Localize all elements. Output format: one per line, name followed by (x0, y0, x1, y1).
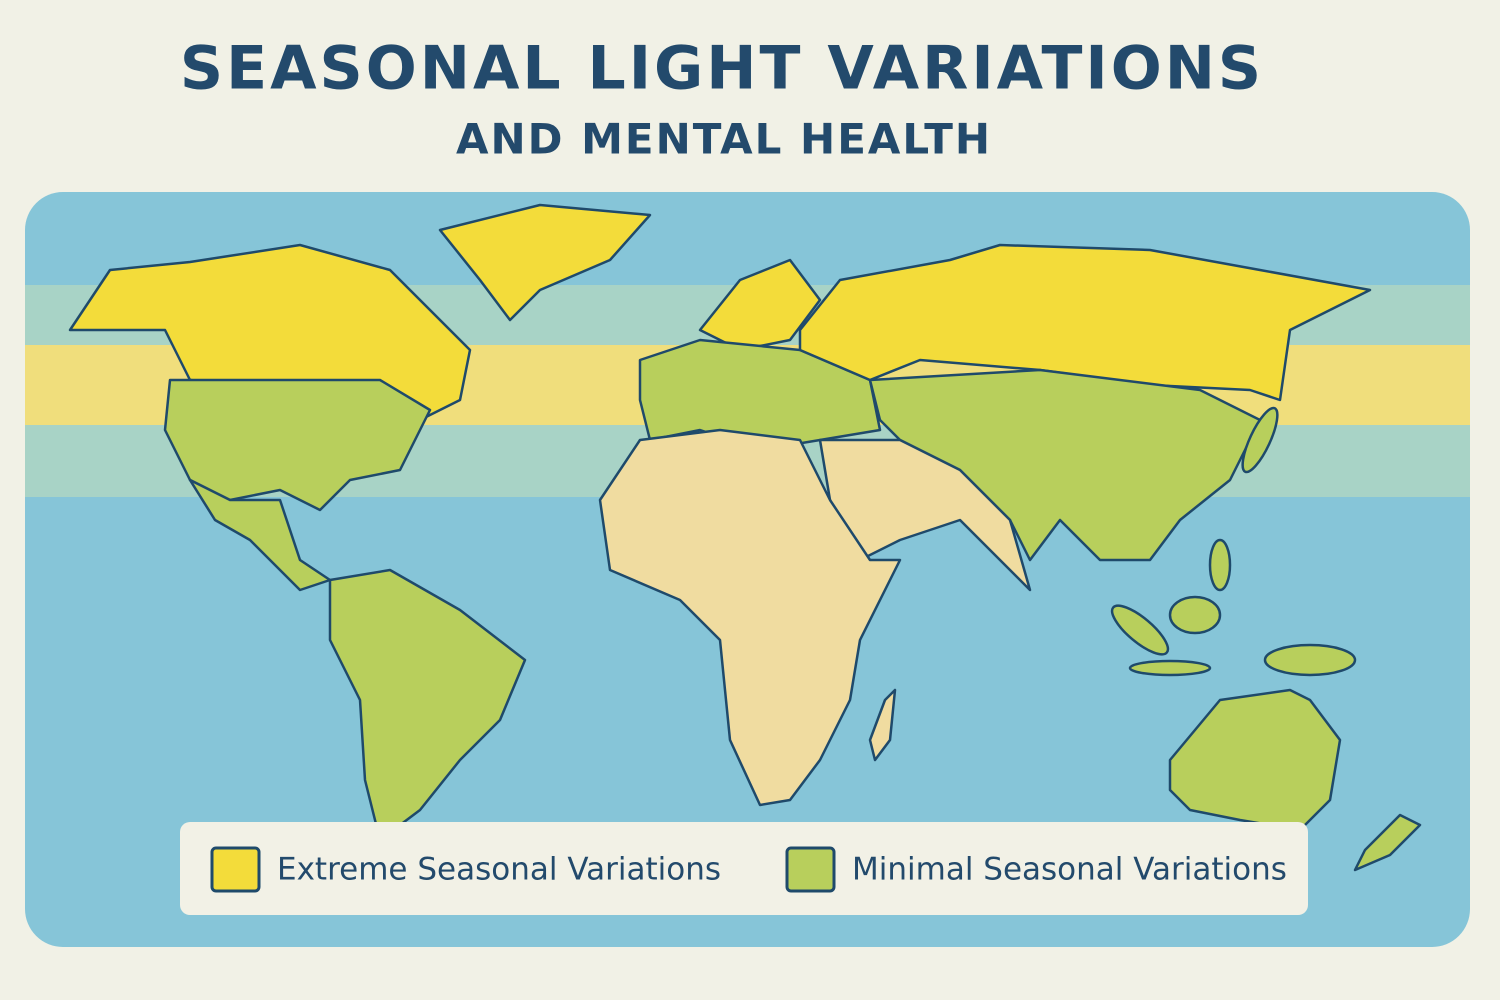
philippines (1208, 538, 1232, 592)
java (1128, 659, 1212, 677)
title: SEASONAL LIGHT VARIATIONS (180, 34, 1264, 104)
legend-swatch (210, 846, 261, 893)
sumatra (1110, 604, 1170, 656)
subtitle: AND MENTAL HEALTH (456, 115, 992, 164)
greenland (438, 203, 652, 322)
legend-items: Extreme Seasonal Variations Minimal Seaso… (210, 846, 1287, 893)
new-zealand (1353, 813, 1422, 872)
russia (798, 243, 1372, 402)
legend (180, 822, 1308, 915)
legend-label: Minimal Seasonal Variations (852, 852, 1287, 888)
africa (598, 428, 902, 807)
japan (1241, 406, 1279, 474)
map (25, 192, 1470, 947)
madagascar (868, 688, 897, 762)
australia (1168, 688, 1342, 832)
borneo (1168, 595, 1222, 635)
new-guinea (1263, 643, 1357, 677)
south-america (328, 568, 527, 842)
continents (68, 203, 1422, 872)
legend-swatch (785, 846, 836, 893)
united-states (163, 378, 432, 512)
legend-label: Extreme Seasonal Variations (277, 852, 721, 888)
